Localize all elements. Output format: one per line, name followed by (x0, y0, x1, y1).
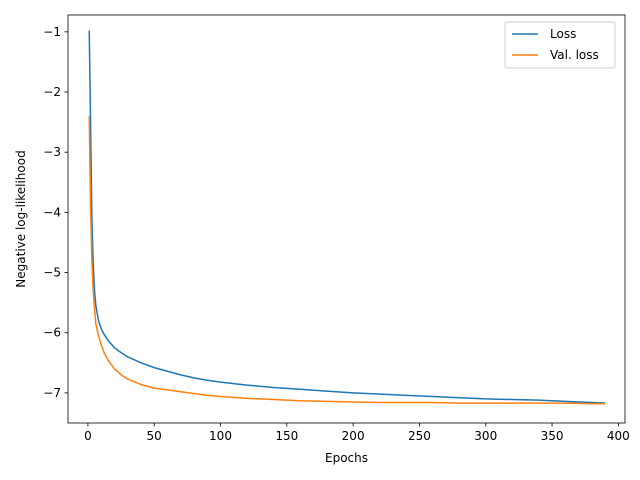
y-tick-label: −1 (43, 25, 61, 39)
x-tick-label: 300 (474, 429, 497, 443)
x-tick-label: 150 (275, 429, 298, 443)
y-axis-title: Negative log-likelihood (14, 150, 28, 287)
y-tick-label: −3 (43, 145, 61, 159)
series-line-0 (88, 30, 606, 404)
x-tick-label: 250 (408, 429, 431, 443)
y-axis: −7 −6 −5 −4 −3 −2 −1 (43, 25, 68, 400)
y-tick-label: −5 (43, 266, 61, 280)
axes-frame (67, 14, 626, 424)
plot-area (67, 14, 626, 424)
x-tick-label: 350 (541, 429, 564, 443)
x-tick-label: 50 (147, 429, 162, 443)
x-axis: 0 50 100 150 200 250 300 350 400 (84, 423, 630, 443)
y-tick-label: −6 (43, 326, 61, 340)
x-tick-label: 200 (342, 429, 365, 443)
y-tick-label: −2 (43, 85, 61, 99)
x-tick-label: 0 (84, 429, 92, 443)
legend-label-1: Val. loss (550, 48, 599, 62)
series-line-1 (88, 116, 606, 405)
x-tick-label: 400 (607, 429, 630, 443)
y-tick-label: −4 (43, 205, 61, 219)
series-layer (88, 30, 606, 405)
legend: Loss Val. loss (504, 21, 616, 69)
legend-label-0: Loss (550, 27, 576, 41)
y-tick-label: −7 (43, 386, 61, 400)
x-axis-title: Epochs (325, 451, 368, 465)
x-tick-label: 100 (209, 429, 232, 443)
